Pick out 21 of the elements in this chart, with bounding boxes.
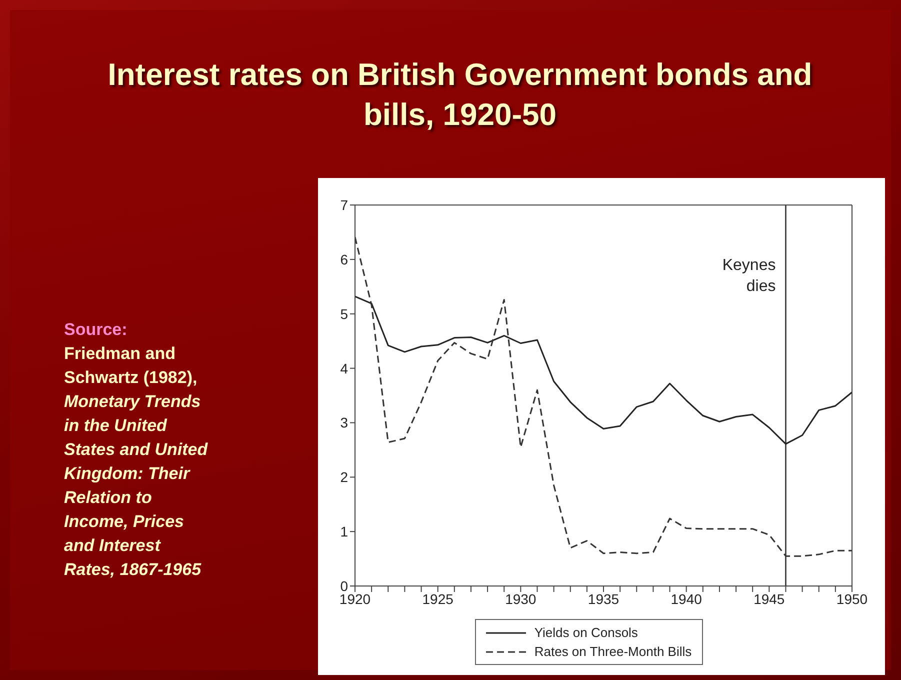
- x-tick-label: 1935: [588, 590, 620, 607]
- x-tick-label: 1945: [754, 590, 785, 607]
- y-tick-label: 5: [340, 306, 348, 322]
- text: Monetary Trends in the United States and United Kingdom: Their Relation to Income, Prices and Interest Rates, 1867-1965: [64, 391, 209, 581]
- y-tick-label: 1: [340, 524, 348, 540]
- y-tick-label: 6: [340, 251, 348, 268]
- legend-label: Yields on Consols: [534, 625, 638, 640]
- x-tick-label: 1930: [505, 590, 536, 607]
- ref-line-label: Keynes dies: [722, 257, 776, 295]
- line-series: [355, 296, 852, 445]
- x-tick-label: 1950: [836, 590, 868, 607]
- y-tick-label: 2: [340, 469, 348, 486]
- source-note: Source:: [64, 319, 128, 341]
- y-tick-label: 4: [340, 360, 348, 376]
- y-tick-label: 7: [340, 196, 348, 213]
- x-tick-label: 1925: [422, 590, 454, 607]
- text: Friedman and Schwartz (1982),: [64, 343, 198, 389]
- y-tick-label: 3: [340, 414, 348, 431]
- chart-title: Interest rates on British Government bonds and bills, 1920-50: [106, 56, 814, 134]
- x-tick-label: 1940: [670, 590, 702, 607]
- legend-label: Rates on Three-Month Bills: [534, 644, 692, 659]
